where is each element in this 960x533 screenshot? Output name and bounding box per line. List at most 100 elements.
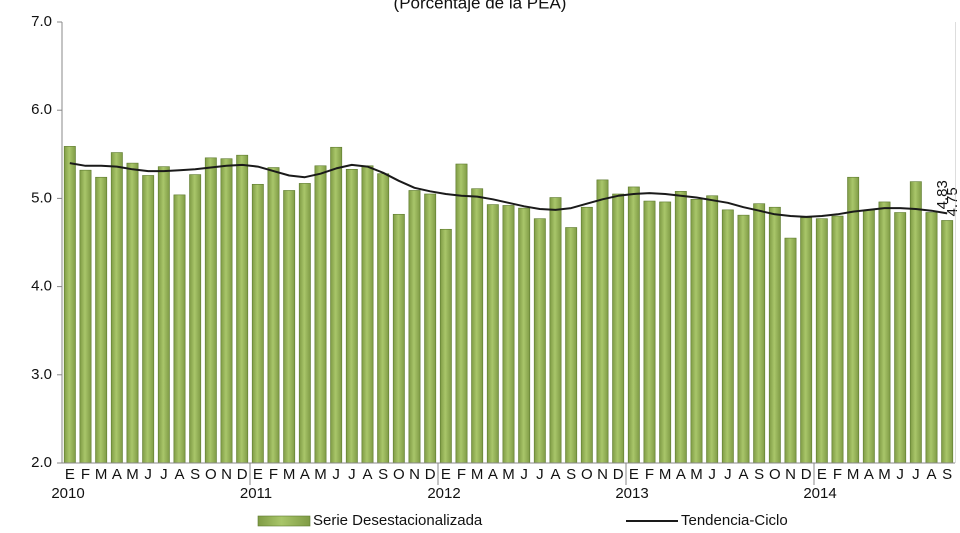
x-tick-label: S	[754, 466, 764, 483]
x-tick-label: J	[708, 466, 716, 483]
bar	[455, 163, 468, 464]
x-tick-label: N	[597, 466, 608, 483]
y-tick-label: 4.0	[31, 278, 52, 295]
x-tick-label: S	[190, 466, 200, 483]
x-tick-label: D	[425, 466, 436, 483]
x-tick-label: O	[205, 466, 217, 483]
x-tick-label: D	[801, 466, 812, 483]
x-tick-label: J	[348, 466, 356, 483]
x-tick-label: F	[833, 466, 842, 483]
year-label: 2012	[427, 485, 460, 502]
bar	[157, 166, 170, 464]
x-tick-label: E	[65, 466, 75, 483]
x-tick-label: A	[488, 466, 498, 483]
bar	[753, 203, 766, 464]
bar	[63, 146, 76, 464]
x-tick-label: J	[332, 466, 340, 483]
legend-swatch	[257, 515, 311, 527]
bar	[580, 206, 593, 464]
bar	[925, 212, 938, 464]
bar	[784, 237, 797, 464]
x-tick-label: F	[81, 466, 90, 483]
bar	[298, 183, 311, 464]
bar	[674, 191, 687, 464]
x-tick-label: D	[237, 466, 248, 483]
y-tick-label: 7.0	[31, 13, 52, 30]
y-tick-label: 2.0	[31, 454, 52, 471]
bar	[518, 207, 531, 464]
bar	[878, 201, 891, 464]
x-tick-label: J	[536, 466, 544, 483]
bar	[267, 167, 280, 464]
bar	[941, 220, 954, 464]
bar	[95, 176, 108, 464]
bar	[142, 175, 155, 464]
bar	[612, 193, 625, 464]
bar	[643, 200, 656, 464]
bar	[173, 194, 186, 464]
x-tick-label: N	[221, 466, 232, 483]
x-tick-label: J	[144, 466, 152, 483]
bar	[471, 188, 484, 464]
x-tick-label: M	[95, 466, 108, 483]
bar	[424, 193, 437, 464]
bar	[110, 152, 123, 464]
x-tick-label: O	[769, 466, 781, 483]
x-tick-label: A	[174, 466, 184, 483]
bar	[800, 217, 813, 464]
legend-label: Tendencia-Ciclo	[681, 512, 788, 529]
bar	[408, 190, 421, 464]
bar	[721, 209, 734, 464]
x-tick-label: E	[253, 466, 263, 483]
x-tick-label: E	[441, 466, 451, 483]
x-tick-label: A	[864, 466, 874, 483]
x-tick-label: M	[878, 466, 891, 483]
bar	[627, 186, 640, 464]
bar	[377, 173, 390, 464]
x-tick-label: S	[378, 466, 388, 483]
bar	[283, 190, 296, 464]
x-tick-label: J	[160, 466, 168, 483]
x-tick-label: O	[581, 466, 593, 483]
bar	[439, 228, 452, 464]
data-label: 4.75	[944, 187, 960, 216]
bar	[847, 176, 860, 464]
y-tick-label: 3.0	[31, 366, 52, 383]
bar	[314, 165, 327, 464]
bar	[565, 227, 578, 464]
bar	[486, 204, 499, 464]
bar	[909, 181, 922, 464]
x-tick-label: F	[457, 466, 466, 483]
x-tick-label: F	[645, 466, 654, 483]
x-tick-label: E	[817, 466, 827, 483]
year-label: 2014	[803, 485, 836, 502]
x-tick-label: S	[566, 466, 576, 483]
x-tick-label: A	[362, 466, 372, 483]
x-tick-label: M	[283, 466, 296, 483]
chart-subtitle: (Porcentaje de la PEA)	[394, 0, 567, 12]
bar	[79, 169, 92, 464]
bar	[706, 195, 719, 464]
bar	[330, 146, 343, 464]
bar	[251, 183, 264, 464]
year-label: 2010	[51, 485, 84, 502]
x-tick-label: M	[690, 466, 703, 483]
trend-line	[69, 162, 948, 218]
bar	[549, 197, 562, 464]
x-tick-label: N	[409, 466, 420, 483]
bar	[361, 165, 374, 464]
x-tick-label: M	[314, 466, 327, 483]
bar	[831, 215, 844, 464]
x-tick-label: E	[629, 466, 639, 483]
x-tick-label: J	[912, 466, 920, 483]
bar	[659, 201, 672, 464]
bar	[345, 168, 358, 464]
bar	[894, 212, 907, 464]
y-tick-label: 6.0	[31, 101, 52, 118]
x-tick-label: M	[847, 466, 860, 483]
plot-border-right	[955, 22, 956, 463]
bar	[126, 162, 139, 464]
bar	[236, 154, 249, 464]
bar	[392, 213, 405, 464]
